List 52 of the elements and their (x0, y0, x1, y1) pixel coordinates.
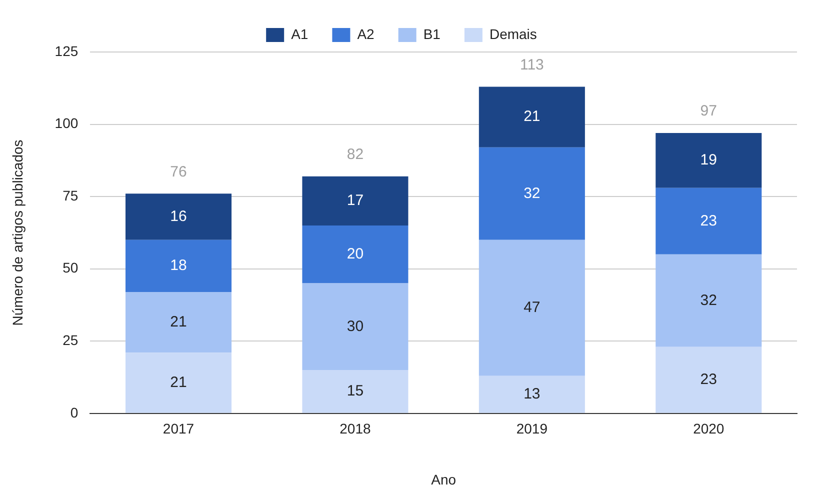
legend-label: Demais (489, 26, 537, 42)
x-tick-label: 2018 (340, 420, 372, 437)
legend-label: A1 (291, 26, 308, 42)
x-tick-label: 2017 (162, 420, 194, 437)
bar (656, 188, 762, 254)
total-label: 76 (170, 163, 187, 180)
y-tick-label: 125 (54, 42, 78, 59)
bar (302, 176, 408, 226)
bar (478, 376, 585, 413)
data-label: 23 (700, 212, 717, 230)
data-label: 21 (524, 108, 540, 126)
y-tick-label: 50 (62, 260, 78, 276)
data-label: 32 (700, 292, 717, 309)
x-tick-label: 2020 (693, 420, 724, 437)
bar (478, 86, 585, 148)
data-label: 30 (346, 318, 364, 335)
y-tick-label: 100 (54, 115, 78, 132)
total-label: 113 (520, 56, 544, 74)
total-label: 82 (346, 146, 364, 163)
bar (302, 225, 408, 284)
bar (478, 147, 585, 240)
data-label: 23 (700, 371, 717, 388)
data-label: 17 (346, 192, 364, 210)
bar (126, 240, 232, 292)
data-label: 21 (170, 313, 187, 330)
y-tick-label: 25 (62, 332, 78, 348)
data-label: 32 (524, 184, 540, 202)
bar (656, 346, 762, 413)
bar (126, 194, 232, 240)
data-label: 18 (170, 257, 187, 274)
data-label: 47 (524, 299, 540, 316)
data-label: 16 (170, 208, 187, 225)
bar (656, 132, 762, 188)
data-label: 13 (524, 386, 540, 402)
total-label: 97 (700, 102, 717, 120)
bar (126, 292, 232, 353)
y-tick-label: 75 (62, 187, 78, 204)
data-label: 19 (700, 152, 717, 169)
data-label: 15 (346, 382, 364, 400)
x-axis-title: Ano (431, 471, 456, 488)
bar (302, 370, 408, 413)
bar (478, 240, 585, 376)
data-label: 21 (170, 374, 187, 391)
bar (302, 283, 408, 370)
y-tick-label: 0 (70, 404, 78, 420)
legend-label: A2 (357, 26, 375, 42)
data-label: 20 (346, 246, 364, 263)
x-tick-label: 2019 (516, 420, 548, 437)
bar (126, 352, 232, 413)
bar (656, 254, 762, 347)
y-axis-title: Número de artigos publicados (9, 140, 26, 326)
legend-label: B1 (423, 26, 441, 42)
